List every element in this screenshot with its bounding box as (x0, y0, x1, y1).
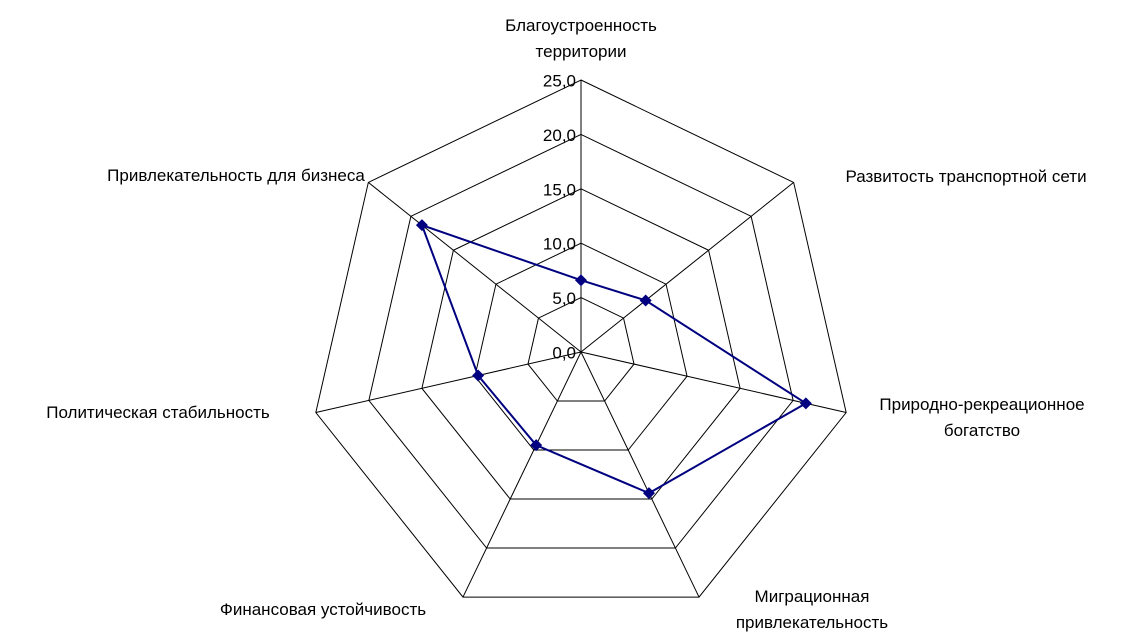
axis-label: Миграционная привлекательность (735, 587, 889, 632)
y-tick-label: 10,0 (543, 235, 576, 254)
spoke (368, 182, 582, 353)
axis-label: Благоустроенность территории (505, 16, 657, 61)
marker (472, 369, 485, 382)
marker (530, 439, 543, 452)
axis-label: Развитость транспортной сети (845, 167, 1087, 186)
y-tick-label: 15,0 (543, 180, 576, 199)
marker (575, 274, 587, 287)
spoke (580, 351, 700, 598)
grid-ring (527, 297, 635, 402)
axis-label: Финансовая устойчивость (219, 600, 427, 619)
marker (639, 294, 652, 307)
marker (415, 219, 428, 232)
axis-label: Политическая стабильность (46, 403, 270, 422)
axis-label: Привлекательность для бизнеса (107, 166, 365, 185)
marker (642, 487, 655, 500)
grid-ring (421, 188, 741, 500)
y-tick-label: 20,0 (543, 126, 576, 145)
grid-ring (368, 133, 794, 549)
spoke (462, 351, 582, 598)
y-tick-label: 0,0 (552, 343, 576, 362)
spoke (315, 351, 582, 414)
spoke (580, 182, 794, 353)
y-tick-label: 5,0 (552, 289, 576, 308)
series-line (420, 223, 808, 495)
y-tick-label: 25,0 (543, 71, 576, 90)
grid-ring (315, 79, 847, 598)
grid-ring (474, 242, 688, 451)
axis-label: Природно-рекреационное богатство (879, 395, 1085, 440)
marker (799, 397, 812, 410)
